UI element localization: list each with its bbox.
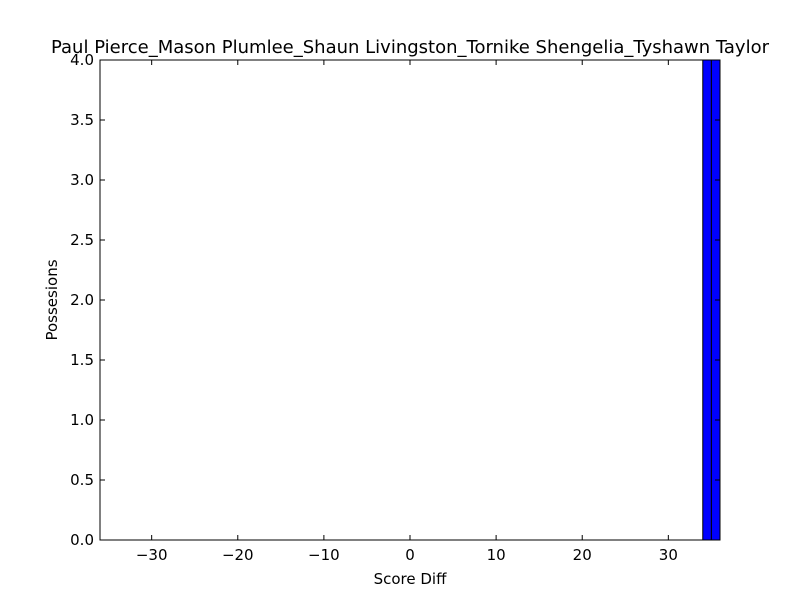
y-tick-label: 1.0: [70, 411, 94, 429]
ticks: −30 −20 −10 0 10 20 30 0.0 0.5 1.0 1.5 2.0 2.5 3.0 3.5…: [70, 51, 720, 564]
x-tick-label: 30: [659, 546, 678, 564]
x-axis-label: Score Diff: [374, 570, 447, 588]
chart-title: Paul Pierce_Mason Plumlee_Shaun Livingst…: [51, 37, 770, 58]
y-tick-label: 0.5: [70, 471, 94, 489]
x-tick-label: −30: [136, 546, 168, 564]
plot-frame: [99, 59, 721, 541]
x-tick-label: −10: [308, 546, 340, 564]
y-tick-label: 2.5: [70, 231, 94, 249]
y-axis-label: Possesions: [43, 259, 61, 340]
y-tick-label: 1.5: [70, 351, 94, 369]
x-tick-label: 20: [573, 546, 592, 564]
y-tick-label: 3.0: [70, 171, 94, 189]
y-tick-label: 4.0: [70, 51, 94, 69]
x-tick-label: 10: [487, 546, 506, 564]
x-tick-label: 0: [405, 546, 415, 564]
y-tick-label: 0.0: [70, 531, 94, 549]
plot-area: [100, 60, 720, 540]
bar: [702, 59, 712, 541]
x-tick-label: −20: [222, 546, 254, 564]
y-tick-label: 3.5: [70, 111, 94, 129]
y-tick-label: 2.0: [70, 291, 94, 309]
